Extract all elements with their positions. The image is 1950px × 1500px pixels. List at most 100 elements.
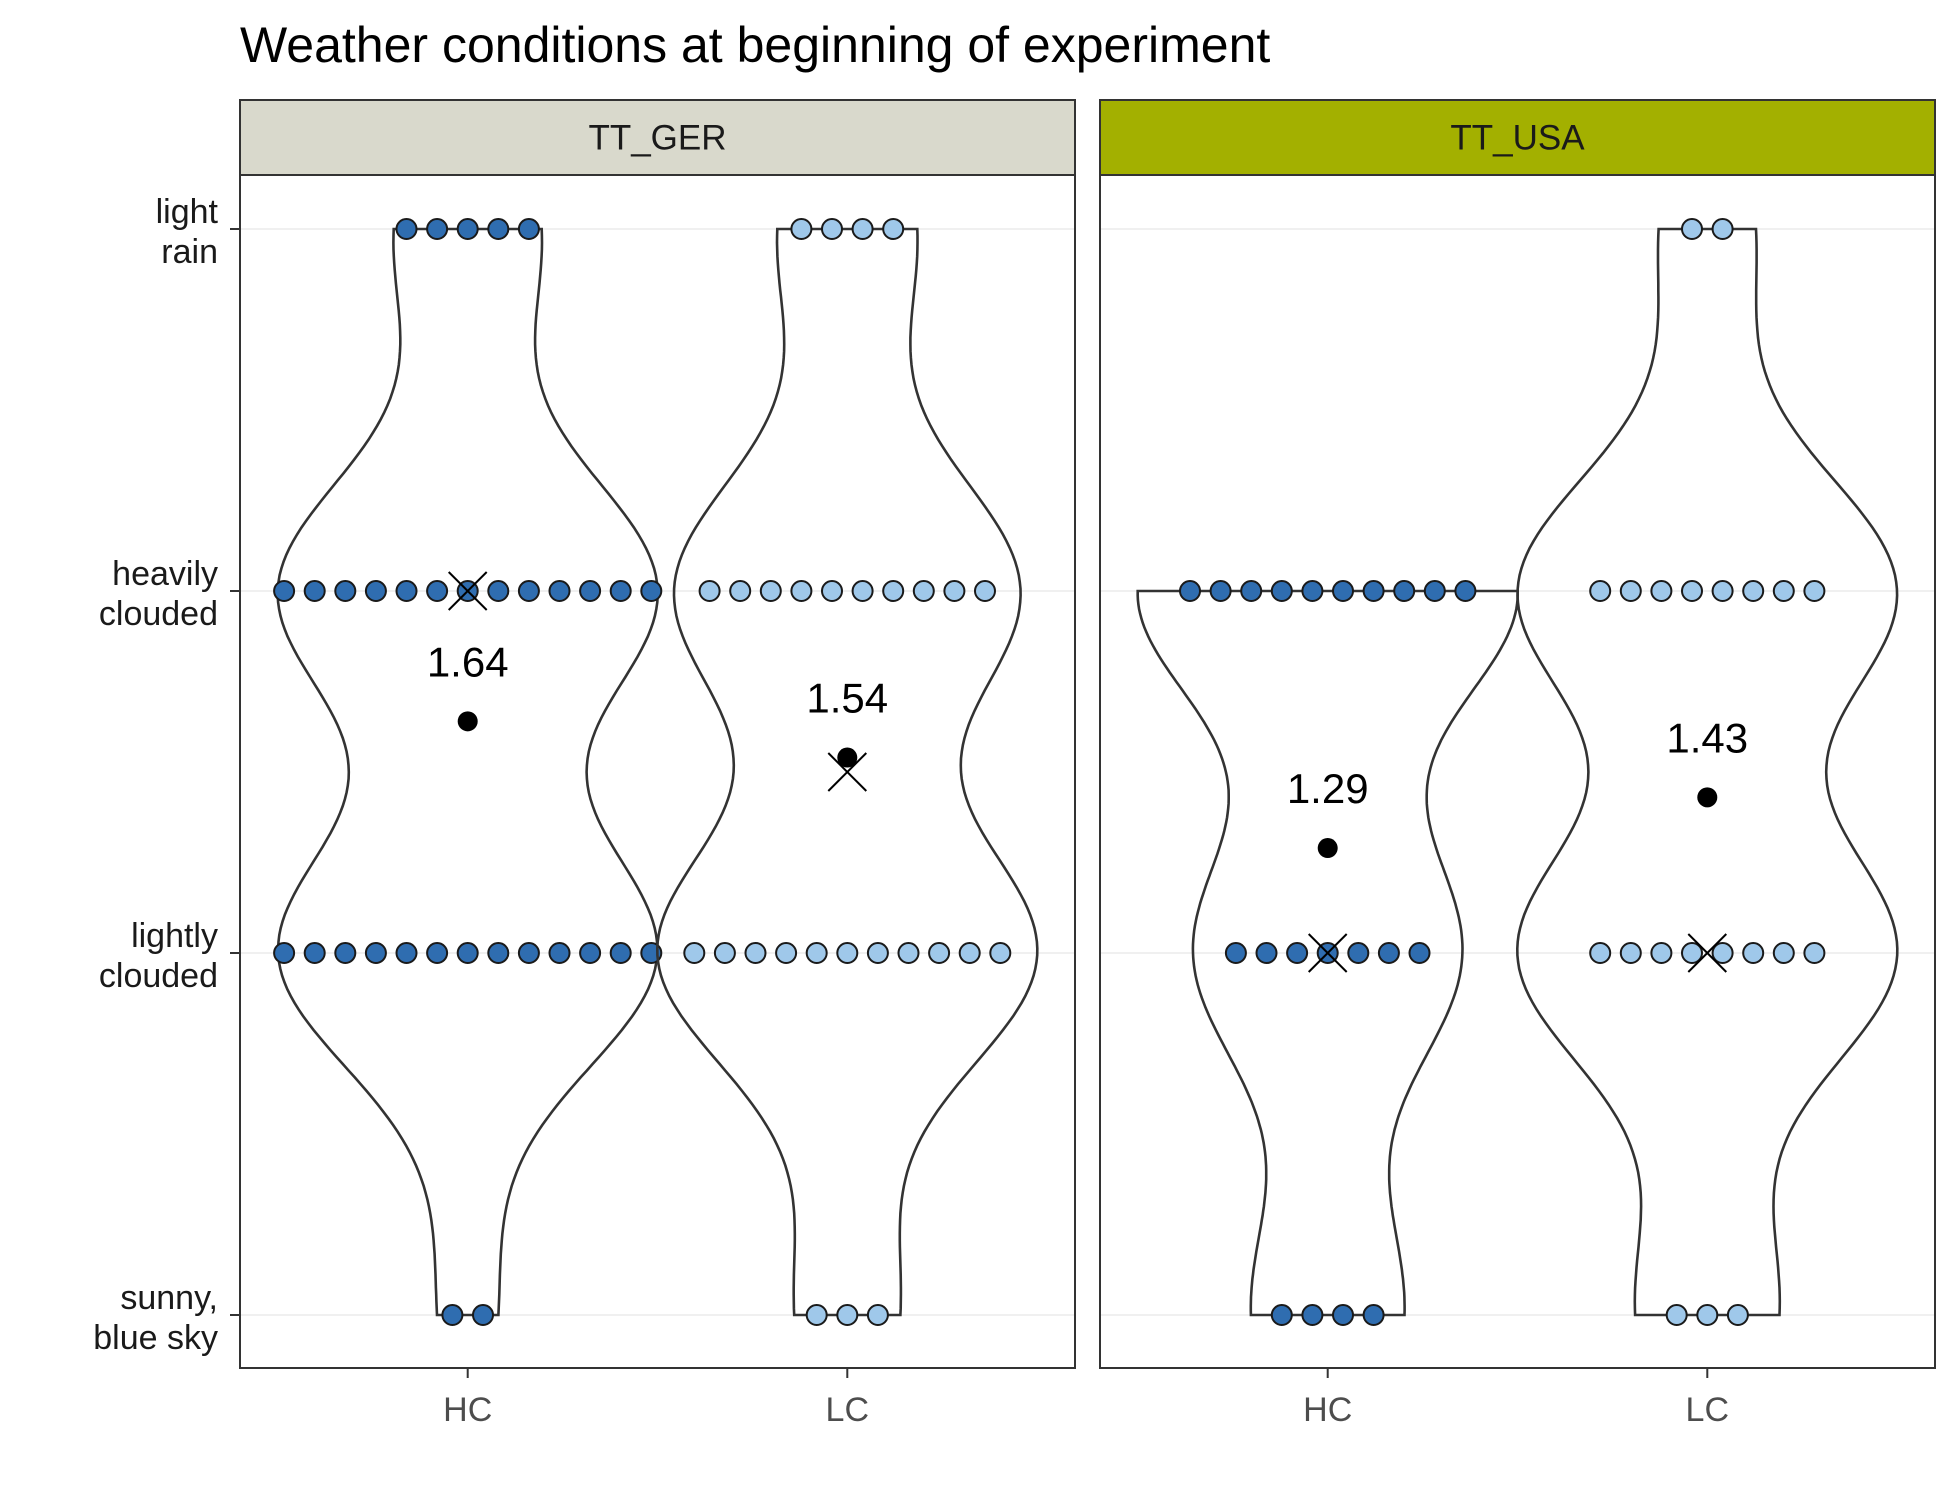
plot-area: TT_GER 1.64 HC 1.54 LC TT_USA 1.29 HC 1.43 LC sunn… — [93, 99, 1936, 1429]
y-tick-label: sunny, blue sky — [93, 1279, 218, 1357]
y-tick-label: heavily clouded — [99, 555, 218, 633]
mean-label: 1.64 — [427, 638, 509, 685]
mean-point — [1697, 787, 1718, 808]
data-point — [989, 942, 1012, 964]
data-point — [548, 942, 571, 964]
data-point — [1742, 942, 1765, 964]
data-point — [1286, 942, 1309, 964]
data-point — [334, 942, 357, 964]
data-point — [882, 218, 905, 240]
median-marker — [1307, 933, 1348, 973]
data-point — [866, 1304, 889, 1326]
violin-tt-usa-lc — [1515, 227, 1899, 1317]
data-point — [1332, 1304, 1355, 1326]
data-point — [1772, 942, 1795, 964]
data-point — [487, 942, 510, 964]
data-point — [456, 942, 479, 964]
median-marker — [1687, 933, 1728, 973]
facet-strip-tt-usa — [1099, 99, 1936, 176]
mean-point — [837, 747, 858, 768]
data-point — [759, 580, 782, 602]
data-point — [1742, 580, 1765, 602]
data-point — [1255, 942, 1278, 964]
mean-label: 1.43 — [1666, 714, 1748, 761]
y-tick-label-line: lightly — [131, 917, 218, 955]
data-point — [1408, 942, 1431, 964]
data-point — [1803, 580, 1826, 602]
data-point — [1619, 942, 1642, 964]
data-point — [579, 942, 602, 964]
data-point — [1680, 580, 1703, 602]
data-point — [805, 942, 828, 964]
panel-border-tt-ger — [239, 174, 1076, 1369]
data-point — [1772, 580, 1795, 602]
x-tick-label: HC — [443, 1391, 492, 1429]
data-point — [1270, 580, 1293, 602]
data-point — [1711, 580, 1734, 602]
data-point — [273, 942, 296, 964]
data-point — [395, 942, 418, 964]
x-tick-label: LC — [826, 1391, 869, 1429]
mean-label: 1.54 — [806, 675, 888, 722]
data-point — [1377, 942, 1400, 964]
data-point — [1589, 942, 1612, 964]
data-point — [1179, 580, 1202, 602]
data-point — [851, 218, 874, 240]
violin-tt-ger-hc — [276, 227, 660, 1317]
data-point — [713, 942, 736, 964]
data-point — [1726, 1304, 1749, 1326]
data-point — [1347, 942, 1370, 964]
y-tick-label-line: rain — [161, 233, 218, 271]
data-point — [1619, 580, 1642, 602]
data-point — [775, 942, 798, 964]
data-point — [729, 580, 752, 602]
data-point — [548, 580, 571, 602]
data-point — [805, 1304, 828, 1326]
data-point — [958, 942, 981, 964]
data-point — [820, 218, 843, 240]
data-point — [1696, 1304, 1719, 1326]
data-point — [851, 580, 874, 602]
median-marker — [447, 571, 488, 611]
data-point — [683, 942, 706, 964]
data-point — [836, 1304, 859, 1326]
data-point — [441, 1304, 464, 1326]
x-tick-label: HC — [1303, 1391, 1352, 1429]
mean-label: 1.29 — [1287, 765, 1369, 812]
data-point — [1423, 580, 1446, 602]
data-point — [1301, 1304, 1324, 1326]
violin-tt-ger-lc — [655, 227, 1039, 1317]
y-tick-label: light rain — [156, 193, 219, 271]
data-point — [517, 942, 540, 964]
data-point — [426, 942, 449, 964]
data-point — [1362, 1304, 1385, 1326]
data-point — [517, 218, 540, 240]
y-tick-label-line: blue sky — [93, 1319, 218, 1357]
data-point — [1589, 580, 1612, 602]
data-point — [1680, 218, 1703, 240]
data-point — [928, 942, 951, 964]
y-tick-label: lightly clouded — [99, 917, 218, 995]
data-point — [836, 942, 859, 964]
facet-label-tt-usa: TT_USA — [1450, 119, 1585, 158]
data-point — [897, 942, 920, 964]
data-point — [1301, 580, 1324, 602]
data-point — [456, 218, 479, 240]
data-point — [1650, 942, 1673, 964]
data-point — [303, 942, 326, 964]
data-point — [1711, 218, 1734, 240]
data-point — [882, 580, 905, 602]
y-tick-label-line: clouded — [99, 595, 218, 633]
mean-point — [457, 711, 478, 732]
mean-point — [1317, 838, 1338, 859]
data-point — [273, 580, 296, 602]
data-point — [1454, 580, 1477, 602]
data-point — [790, 580, 813, 602]
data-point — [487, 218, 510, 240]
data-point — [1224, 942, 1247, 964]
data-point — [1270, 1304, 1293, 1326]
data-point — [1240, 580, 1263, 602]
data-point — [698, 580, 721, 602]
data-point — [790, 218, 813, 240]
